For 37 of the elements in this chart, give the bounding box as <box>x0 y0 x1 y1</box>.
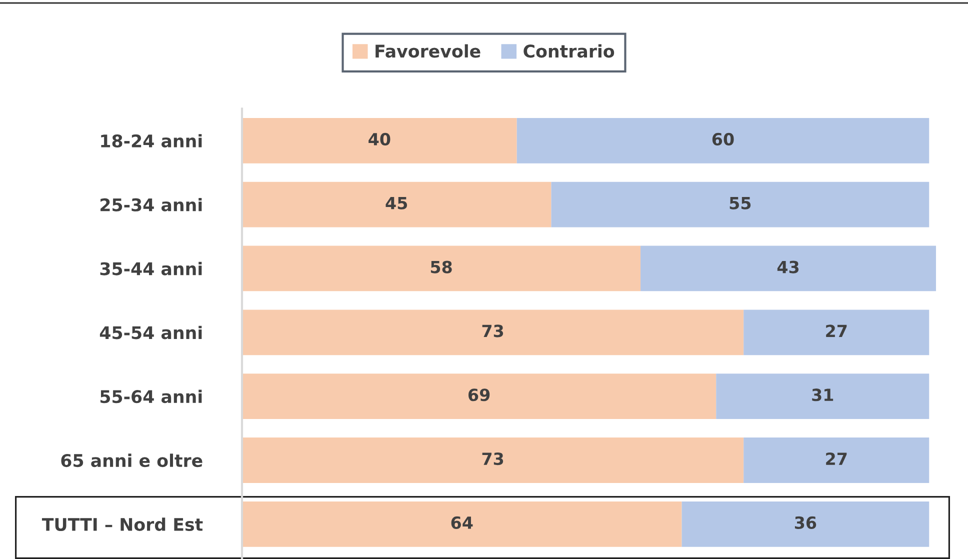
data-label: 69 <box>468 388 490 402</box>
data-label: 73 <box>482 324 504 338</box>
bar <box>516 118 930 164</box>
y-tick-label: 35-44 anni <box>100 262 202 276</box>
data-label: 31 <box>812 388 834 402</box>
data-label: 27 <box>826 452 847 465</box>
data-label: 64 <box>451 516 473 529</box>
bar <box>242 438 744 483</box>
bar <box>242 374 716 420</box>
y-tick-label: 55-64 anni <box>100 390 202 404</box>
legend-label: Contrario <box>524 44 614 58</box>
data-label: 43 <box>777 260 799 274</box>
y-tick-label: 65 anni e oltre <box>61 454 202 468</box>
data-label: 73 <box>482 452 504 466</box>
data-label: 55 <box>730 197 751 210</box>
bar <box>242 246 641 292</box>
y-tick-label: TUTTI – Nord Est <box>42 518 203 532</box>
bar <box>242 118 517 164</box>
bar <box>551 182 930 228</box>
data-label: 58 <box>430 260 452 274</box>
bar <box>744 310 930 356</box>
bar <box>640 246 936 292</box>
legend-label: Favorevole <box>376 44 480 58</box>
data-label: 60 <box>712 132 734 146</box>
data-label: 27 <box>826 324 847 338</box>
bar <box>716 374 930 420</box>
y-tick-label: 25-34 anni <box>100 198 202 212</box>
y-tick-label: 18-24 anni <box>101 134 202 148</box>
bar <box>242 501 682 547</box>
bar <box>744 438 930 483</box>
bar <box>682 501 930 547</box>
data-label: 45 <box>386 197 408 210</box>
bar <box>242 182 552 228</box>
data-label: 40 <box>368 132 390 146</box>
y-tick-label: 45-54 anni <box>100 326 202 340</box>
bar <box>242 310 744 356</box>
data-label: 36 <box>794 516 816 529</box>
